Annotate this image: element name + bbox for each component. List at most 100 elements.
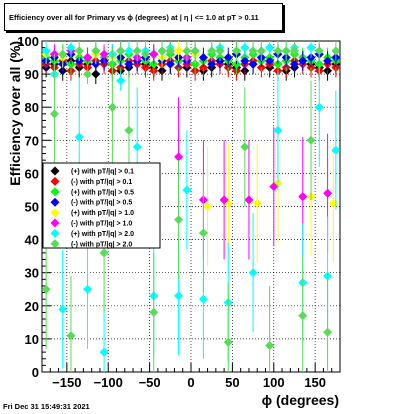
data-point bbox=[265, 43, 275, 53]
data-point bbox=[207, 59, 217, 69]
legend-marker bbox=[50, 239, 60, 249]
legend-label: (+) with pT/|q| > 0.1 bbox=[71, 169, 134, 176]
data-point bbox=[83, 53, 93, 63]
data-point bbox=[203, 202, 213, 211]
data-point bbox=[83, 69, 93, 79]
data-point bbox=[281, 46, 291, 56]
data-point bbox=[289, 59, 299, 69]
x-tick-label: 50 bbox=[225, 375, 239, 390]
data-point bbox=[74, 46, 84, 56]
data-point bbox=[132, 142, 142, 152]
data-point bbox=[58, 304, 68, 314]
data-point bbox=[323, 188, 333, 198]
data-point bbox=[124, 59, 134, 69]
data-point bbox=[198, 53, 208, 63]
data-point bbox=[273, 46, 283, 56]
data-point bbox=[248, 46, 258, 56]
data-point bbox=[165, 59, 175, 69]
y-tick-label: 90 bbox=[25, 67, 39, 82]
y-tick-label: 20 bbox=[25, 299, 39, 314]
y-axis-title: Efficiency over all (%) bbox=[7, 41, 23, 186]
data-point bbox=[298, 311, 308, 321]
y-tick-label: 30 bbox=[25, 266, 39, 281]
data-point bbox=[306, 135, 316, 145]
data-point bbox=[149, 49, 159, 59]
x-tick-label: −100 bbox=[94, 375, 123, 390]
data-point bbox=[99, 347, 109, 357]
data-point bbox=[248, 59, 258, 69]
data-point bbox=[215, 46, 225, 56]
data-point bbox=[256, 46, 266, 56]
data-point bbox=[157, 46, 167, 56]
data-point bbox=[198, 228, 208, 238]
legend-marker bbox=[50, 166, 60, 176]
data-point bbox=[265, 56, 275, 66]
data-point bbox=[240, 142, 250, 152]
data-point bbox=[232, 46, 242, 56]
data-point bbox=[331, 46, 341, 56]
data-marks bbox=[41, 41, 341, 372]
x-tick-label: 0 bbox=[187, 375, 194, 390]
data-point bbox=[190, 46, 200, 56]
x-tick-label: 150 bbox=[304, 375, 326, 390]
data-point bbox=[41, 46, 51, 56]
y-tick-label: 10 bbox=[25, 332, 39, 347]
data-point bbox=[323, 327, 333, 337]
data-point bbox=[66, 331, 76, 341]
data-point bbox=[306, 43, 316, 53]
data-point bbox=[174, 152, 184, 162]
x-tick-label: −50 bbox=[139, 375, 161, 390]
legend-label: (-) with pT/|q| > 1.0 bbox=[71, 221, 132, 228]
data-point bbox=[49, 109, 59, 119]
data-point bbox=[331, 145, 341, 155]
data-point bbox=[116, 46, 126, 56]
y-tick-label: 100 bbox=[17, 34, 39, 49]
y-tick-label: 0 bbox=[32, 365, 39, 380]
legend-label: (+) with pT/|q| > 0.5 bbox=[71, 189, 134, 196]
data-point bbox=[223, 337, 233, 347]
data-point bbox=[207, 46, 217, 56]
y-tick-label: 40 bbox=[25, 233, 39, 248]
data-point bbox=[182, 185, 192, 195]
data-point bbox=[252, 198, 262, 208]
series-7 bbox=[41, 41, 341, 372]
data-point bbox=[298, 192, 308, 202]
legend-marker bbox=[50, 218, 60, 228]
data-point bbox=[248, 268, 258, 278]
timestamp: Fri Dec 31 15:49:31 2021 bbox=[3, 402, 90, 411]
x-tick-label: −150 bbox=[52, 375, 81, 390]
data-point bbox=[124, 125, 134, 135]
data-point bbox=[41, 284, 51, 294]
legend-label: (+) with pT/|q| > 2.0 bbox=[71, 231, 134, 238]
data-point bbox=[273, 125, 283, 135]
data-point bbox=[265, 341, 275, 351]
legend-marker bbox=[50, 176, 60, 186]
data-point bbox=[298, 56, 308, 66]
legend-box bbox=[42, 162, 161, 249]
y-tick-label: 80 bbox=[25, 100, 39, 115]
y-tick-label: 70 bbox=[25, 133, 39, 148]
data-point bbox=[116, 76, 126, 86]
data-point bbox=[74, 132, 84, 142]
data-point bbox=[66, 43, 76, 53]
data-point bbox=[223, 53, 233, 63]
data-point bbox=[289, 46, 299, 56]
data-point bbox=[198, 294, 208, 304]
data-point bbox=[140, 49, 150, 59]
data-point bbox=[314, 46, 324, 56]
x-axis-title: ϕ (degrees) bbox=[262, 392, 339, 408]
data-point bbox=[165, 46, 175, 56]
y-tick-label: 50 bbox=[25, 200, 39, 215]
data-point bbox=[99, 49, 109, 59]
legend-marker bbox=[50, 228, 60, 238]
data-point bbox=[314, 102, 324, 112]
y-tick-label: 60 bbox=[25, 166, 39, 181]
data-point bbox=[132, 46, 142, 56]
data-point bbox=[83, 284, 93, 294]
data-point bbox=[107, 102, 117, 112]
legend-marker bbox=[50, 208, 60, 218]
data-point bbox=[244, 195, 254, 205]
legend-label: (-) with pT/|q| > 0.1 bbox=[71, 179, 132, 186]
legend-label: (-) with pT/|q| > 0.5 bbox=[71, 200, 132, 207]
